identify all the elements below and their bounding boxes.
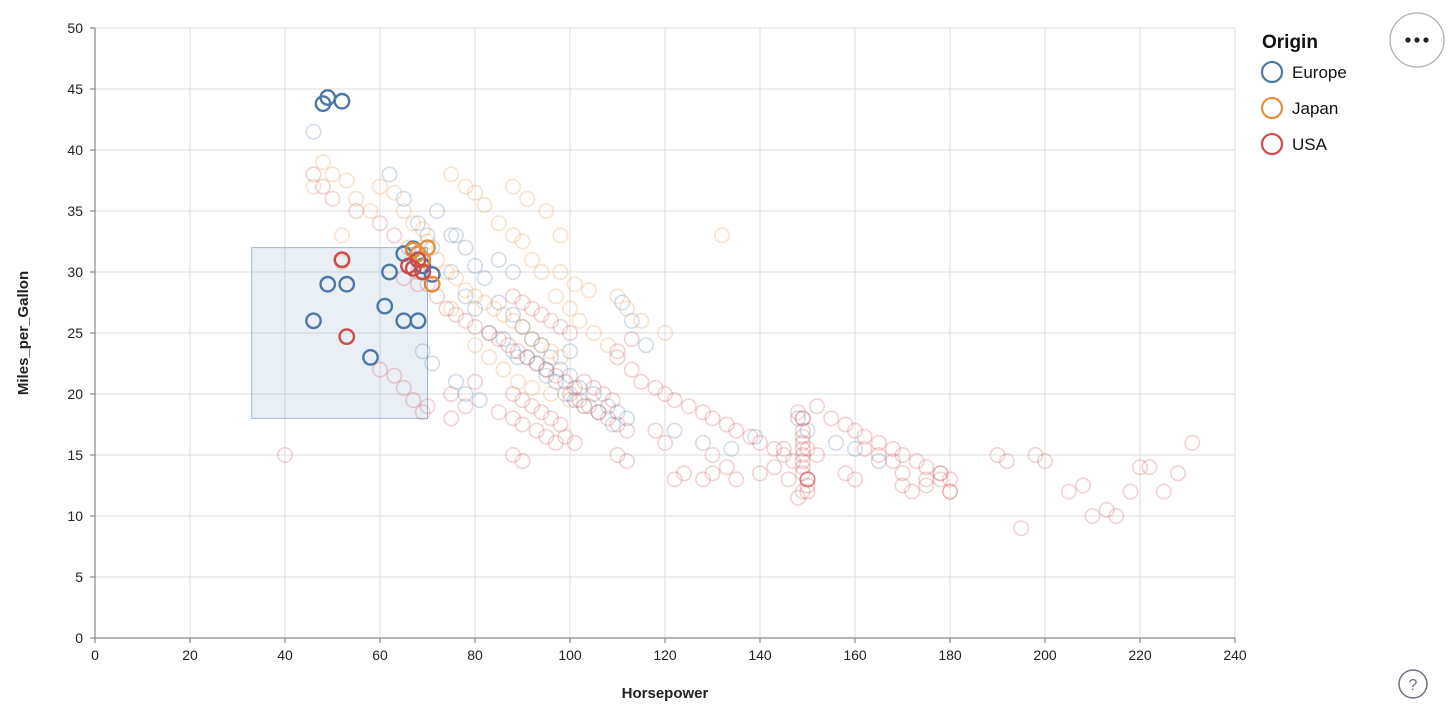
- y-tick-label: 15: [67, 447, 83, 463]
- legend-label-japan[interactable]: Japan: [1292, 99, 1338, 118]
- x-tick-label: 20: [182, 647, 198, 663]
- x-tick-label: 60: [372, 647, 388, 663]
- data-point-usa[interactable]: [1062, 484, 1076, 498]
- x-axis-title: Horsepower: [622, 685, 709, 702]
- overflow-menu-dot: [1423, 37, 1428, 42]
- data-point-usa[interactable]: [625, 362, 639, 376]
- data-point-europe[interactable]: [667, 423, 681, 437]
- data-point-usa[interactable]: [634, 375, 648, 389]
- data-point-usa[interactable]: [1157, 484, 1171, 498]
- data-point-usa[interactable]: [810, 399, 824, 413]
- data-point-japan[interactable]: [506, 179, 520, 193]
- x-tick-label: 180: [938, 647, 962, 663]
- data-point-usa[interactable]: [387, 228, 401, 242]
- data-point-japan[interactable]: [520, 192, 534, 206]
- y-tick-label: 35: [67, 203, 83, 219]
- legend-swatch-europe[interactable]: [1262, 62, 1282, 82]
- data-point-japan[interactable]: [572, 314, 586, 328]
- data-point-usa[interactable]: [444, 411, 458, 425]
- x-tick-label: 160: [843, 647, 867, 663]
- y-tick-label: 0: [75, 630, 83, 646]
- y-axis-title: Miles_per_Gallon: [15, 271, 32, 395]
- data-point-europe[interactable]: [696, 436, 710, 450]
- data-point-europe[interactable]: [724, 442, 738, 456]
- legend-swatch-japan[interactable]: [1262, 98, 1282, 118]
- data-point-japan[interactable]: [525, 253, 539, 267]
- data-point-usa[interactable]: [824, 411, 838, 425]
- data-point-usa[interactable]: [720, 460, 734, 474]
- legend-group: Origin Europe Japan USA: [1262, 13, 1444, 154]
- data-point-usa[interactable]: [767, 460, 781, 474]
- chart-root: 0 20 40 60 80 100 120 140 160 180 200 220 240 0 5 10 15 2…: [0, 0, 1454, 712]
- data-point-europe[interactable]: [382, 167, 396, 181]
- help-icon-glyph: ?: [1409, 677, 1418, 694]
- data-point-japan[interactable]: [430, 253, 444, 267]
- data-point-japan[interactable]: [335, 228, 349, 242]
- data-point-japan[interactable]: [525, 381, 539, 395]
- data-point-japan[interactable]: [325, 167, 339, 181]
- data-point-europe[interactable]: [477, 271, 491, 285]
- y-tick-label: 50: [67, 20, 83, 36]
- data-point-japan[interactable]: [496, 362, 510, 376]
- data-point-japan[interactable]: [553, 228, 567, 242]
- data-point-usa[interactable]: [1014, 521, 1028, 535]
- data-point-usa[interactable]: [648, 423, 662, 437]
- legend-label-europe[interactable]: Europe: [1292, 63, 1347, 82]
- data-point-usa[interactable]: [625, 332, 639, 346]
- data-point-usa[interactable]: [430, 289, 444, 303]
- data-point-japan[interactable]: [549, 289, 563, 303]
- data-point-europe[interactable]: [458, 240, 472, 254]
- legend-title: Origin: [1262, 32, 1318, 53]
- data-point-japan[interactable]: [482, 350, 496, 364]
- data-point-usa[interactable]: [1185, 436, 1199, 450]
- data-point-usa[interactable]: [325, 192, 339, 206]
- y-tick-label: 20: [67, 386, 83, 402]
- scatter-plot-svg: 0 20 40 60 80 100 120 140 160 180 200 220 240 0 5 10 15 2…: [0, 0, 1454, 712]
- data-point-japan[interactable]: [477, 198, 491, 212]
- y-tick-label: 10: [67, 508, 83, 524]
- x-tick-label: 40: [277, 647, 293, 663]
- data-point-europe[interactable]: [492, 253, 506, 267]
- x-tick-label: 100: [558, 647, 582, 663]
- data-point-japan[interactable]: [582, 283, 596, 297]
- data-point-usa[interactable]: [492, 405, 506, 419]
- data-point-europe[interactable]: [829, 436, 843, 450]
- data-point-europe[interactable]: [335, 94, 349, 108]
- overflow-menu-dot: [1414, 37, 1419, 42]
- legend-swatch-usa[interactable]: [1262, 134, 1282, 154]
- data-point-europe[interactable]: [639, 338, 653, 352]
- x-tick-label: 220: [1128, 647, 1152, 663]
- data-point-europe[interactable]: [306, 125, 320, 139]
- x-tick-label: 120: [653, 647, 677, 663]
- data-point-usa[interactable]: [1142, 460, 1156, 474]
- scatter-points-group: [278, 90, 1200, 535]
- x-tick-label: 80: [467, 647, 483, 663]
- overflow-menu-dot: [1405, 37, 1410, 42]
- data-point-usa[interactable]: [1123, 484, 1137, 498]
- data-point-japan[interactable]: [634, 314, 648, 328]
- data-point-japan[interactable]: [492, 216, 506, 230]
- x-tick-label: 240: [1223, 647, 1247, 663]
- data-point-usa[interactable]: [729, 472, 743, 486]
- y-tick-label: 25: [67, 325, 83, 341]
- data-point-usa[interactable]: [1171, 466, 1185, 480]
- data-point-usa[interactable]: [781, 472, 795, 486]
- x-tick-label: 200: [1033, 647, 1057, 663]
- data-point-usa[interactable]: [316, 179, 330, 193]
- y-tick-label: 30: [67, 264, 83, 280]
- data-point-japan[interactable]: [444, 167, 458, 181]
- y-tick-label: 45: [67, 81, 83, 97]
- y-tick-label: 5: [75, 569, 83, 585]
- data-point-usa[interactable]: [1076, 478, 1090, 492]
- y-tick-label: 40: [67, 142, 83, 158]
- x-tick-label: 0: [91, 647, 99, 663]
- x-tick-label: 140: [748, 647, 772, 663]
- data-point-japan[interactable]: [715, 228, 729, 242]
- data-point-usa[interactable]: [682, 399, 696, 413]
- legend-label-usa[interactable]: USA: [1292, 135, 1328, 154]
- tick-labels-group: 0 20 40 60 80 100 120 140 160 180 200 220 240 0 5 10 15 2…: [67, 20, 1246, 663]
- data-point-japan[interactable]: [340, 173, 354, 187]
- data-point-japan[interactable]: [316, 155, 330, 169]
